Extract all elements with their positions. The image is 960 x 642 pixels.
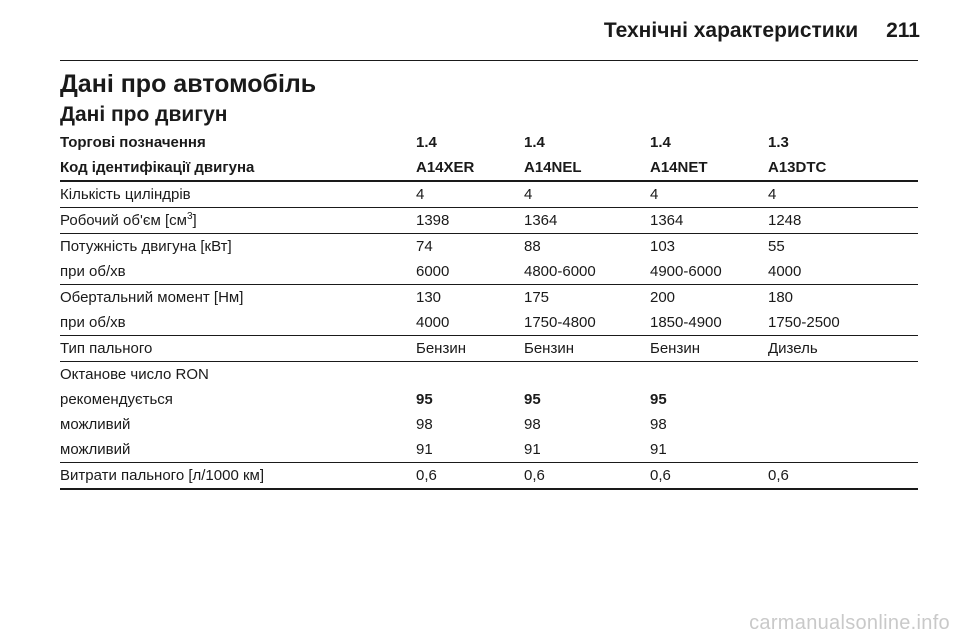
table-cell: 4900-6000 [650,263,722,280]
table-cell [768,437,918,463]
table-row: при об/хв 4000 1750-4800 1850-4900 1750-… [60,310,918,336]
row-label: при об/хв [60,314,126,331]
table-cell: 175 [524,284,650,310]
table-cell: 200 [650,284,768,310]
running-head: Технічні характеристики 211 [0,14,920,48]
table-cell: 98 [650,416,667,433]
table-row: Обертальний момент [Нм] 130 175 200 180 [60,284,918,310]
section-heading: Дані про двигун [60,103,228,126]
table-cell: 1850-4900 [650,314,722,331]
table-cell: 4 [524,180,650,208]
table-row: можливий 98 98 98 [60,412,918,437]
table-cell: Бензин [524,335,650,362]
table-cell: 1364 [650,207,768,234]
trade-cell: 1.4 [524,134,545,151]
table-cell: 4800-6000 [524,263,596,280]
trade-label: Торгові позначення [60,134,206,151]
table-row: Тип пального Бензин Бензин Бензин Дизель [60,335,918,362]
table-cell: 95 [524,391,541,408]
table-cell: 4 [768,180,918,208]
header-rule [60,60,918,61]
page-number: 211 [886,19,920,42]
table-row: при об/хв 6000 4800-6000 4900-6000 4000 [60,259,918,285]
table-row: Витрати пального [л/1000 км] 0,6 0,6 0,6… [60,462,918,490]
table-row: Октанове число RON [60,361,918,387]
table-cell: 6000 [416,263,450,280]
table-cell: 1750-4800 [524,314,596,331]
table-cell: 91 [650,441,667,458]
table-cell: 4 [416,180,524,208]
table-cell: 98 [416,416,433,433]
table-cell: Бензин [416,335,524,362]
table-cell: 130 [416,284,524,310]
row-label: Витрати пального [л/1000 км] [60,462,416,490]
table-cell: 95 [650,391,667,408]
page-heading: Дані про автомобіль [60,70,317,98]
table-row: можливий 91 91 91 [60,437,918,463]
table-cell: 103 [650,233,768,259]
row-label: Тип пального [60,335,416,362]
table-cell: 95 [416,391,433,408]
row-label: можливий [60,416,131,433]
row-label: Октанове число RON [60,361,416,387]
table-cell: 0,6 [650,462,768,490]
table-cell: 1750-2500 [768,314,840,331]
table-cell: 1364 [524,207,650,234]
section-title: Технічні характеристики [603,19,859,42]
engine-data-table: Торгові позначення 1.4 1.4 1.4 1.3 Код і… [60,130,918,490]
table-cell: Дизель [768,335,918,362]
row-label: Потужність двигуна [кВт] [60,233,416,259]
code-cell: A14NET [650,159,708,176]
table-cell: 1398 [416,207,524,234]
table-row: Потужність двигуна [кВт] 74 88 103 55 [60,233,918,259]
table-cell: 0,6 [416,462,524,490]
table-cell: 180 [768,284,918,310]
table-header-row-trade: Торгові позначення 1.4 1.4 1.4 1.3 [60,130,918,155]
table-header-row-code: Код ідентифікації двигуна A14XER A14NEL … [60,155,918,181]
table-cell: Бензин [650,335,768,362]
superscript: 3 [186,211,193,222]
watermark: carmanualsonline.info [749,612,950,634]
row-label: при об/хв [60,263,126,280]
row-label: Обертальний момент [Нм] [60,284,416,310]
row-label: можливий [60,441,131,458]
table-cell: 55 [768,233,918,259]
table-cell: 0,6 [524,462,650,490]
table-cell: 98 [524,416,541,433]
table-cell: 91 [416,441,433,458]
trade-cell: 1.3 [768,134,789,151]
table-row: Кількість циліндрів 4 4 4 4 [60,180,918,208]
row-label: Кількість циліндрів [60,180,416,208]
code-cell: A13DTC [768,159,827,176]
table-cell: 74 [416,233,524,259]
table-row: рекомендується 95 95 95 [60,387,918,412]
code-cell: A14XER [416,159,475,176]
trade-cell: 1.4 [416,134,437,151]
table-cell: 4 [650,180,768,208]
trade-cell: 1.4 [650,134,671,151]
table-cell: 88 [524,233,650,259]
table-cell: 4000 [768,263,802,280]
row-label: рекомендується [60,391,173,408]
table-row: Робочий об'єм [см3] 1398 1364 1364 1248 [60,207,918,234]
table-cell: 1248 [768,207,918,234]
table-cell: 91 [524,441,541,458]
table-cell: 0,6 [768,462,918,490]
row-label: Робочий об'єм [см3] [60,207,416,234]
table-cell [768,412,918,437]
table-cell [768,387,918,412]
code-cell: A14NEL [524,159,582,176]
table-cell: 4000 [416,314,450,331]
code-label: Код ідентифікації двигуна [60,159,255,176]
